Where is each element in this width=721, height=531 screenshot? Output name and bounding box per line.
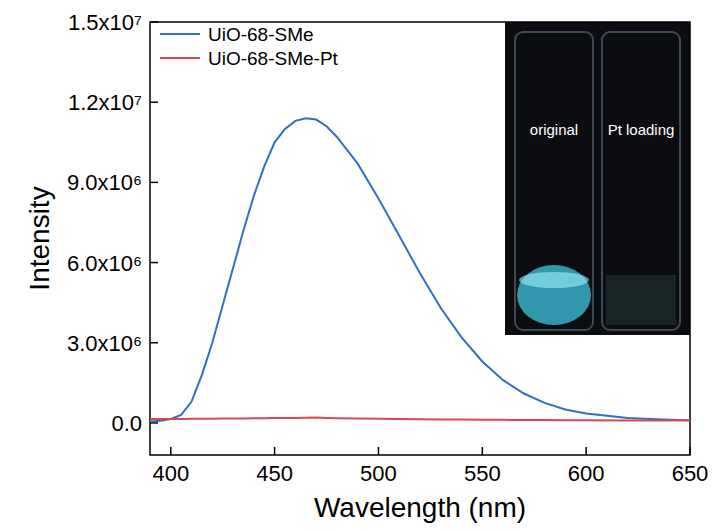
y-tick-label: 6.0x10⁶ bbox=[67, 251, 142, 276]
legend-label: UiO-68-SMe bbox=[208, 24, 314, 45]
x-tick bbox=[689, 447, 691, 455]
y-tick-label: 1.2x10⁷ bbox=[68, 90, 142, 115]
x-tick bbox=[170, 447, 172, 455]
y-tick-label: 9.0x10⁶ bbox=[67, 170, 142, 195]
y-tick-label: 0.0 bbox=[111, 411, 142, 436]
inset-label: original bbox=[530, 121, 578, 138]
y-tick bbox=[150, 21, 158, 23]
glow bbox=[517, 265, 591, 325]
x-tick-label: 550 bbox=[464, 461, 501, 486]
y-axis-title: Intensity bbox=[24, 186, 55, 290]
series-line bbox=[150, 418, 690, 421]
x-tick bbox=[585, 447, 587, 455]
y-tick bbox=[150, 182, 158, 184]
legend-swatch bbox=[160, 57, 200, 59]
plot-lines bbox=[150, 118, 690, 421]
legend-swatch bbox=[160, 33, 200, 35]
vial bbox=[515, 32, 593, 330]
inset-background bbox=[505, 22, 690, 335]
series-line bbox=[150, 118, 690, 421]
y-tick-label: 1.5x10⁷ bbox=[68, 10, 142, 35]
x-tick-label: 450 bbox=[256, 461, 293, 486]
x-tick bbox=[378, 447, 380, 455]
x-tick bbox=[274, 447, 276, 455]
x-tick-label: 500 bbox=[360, 461, 397, 486]
legend-label: UiO-68-SMe-Pt bbox=[208, 48, 339, 69]
x-axis-title: Wavelength (nm) bbox=[314, 492, 526, 523]
glow-surface bbox=[519, 272, 589, 288]
liquid bbox=[606, 275, 676, 325]
chart: original Pt loading 400 450 500 550 600 650 0.0 3… bbox=[0, 0, 721, 531]
inset-label: Pt loading bbox=[608, 121, 675, 138]
x-tick bbox=[482, 447, 484, 455]
inset-photo: original Pt loading bbox=[505, 22, 690, 335]
x-tick-label: 600 bbox=[568, 461, 605, 486]
y-tick bbox=[150, 101, 158, 103]
y-tick-label: 3.0x10⁶ bbox=[67, 331, 142, 356]
x-tick-label: 650 bbox=[672, 461, 709, 486]
x-tick-label: 400 bbox=[152, 461, 189, 486]
vial bbox=[602, 32, 680, 330]
y-tick bbox=[150, 262, 158, 264]
y-tick bbox=[150, 342, 158, 344]
plot-frame bbox=[150, 22, 690, 455]
